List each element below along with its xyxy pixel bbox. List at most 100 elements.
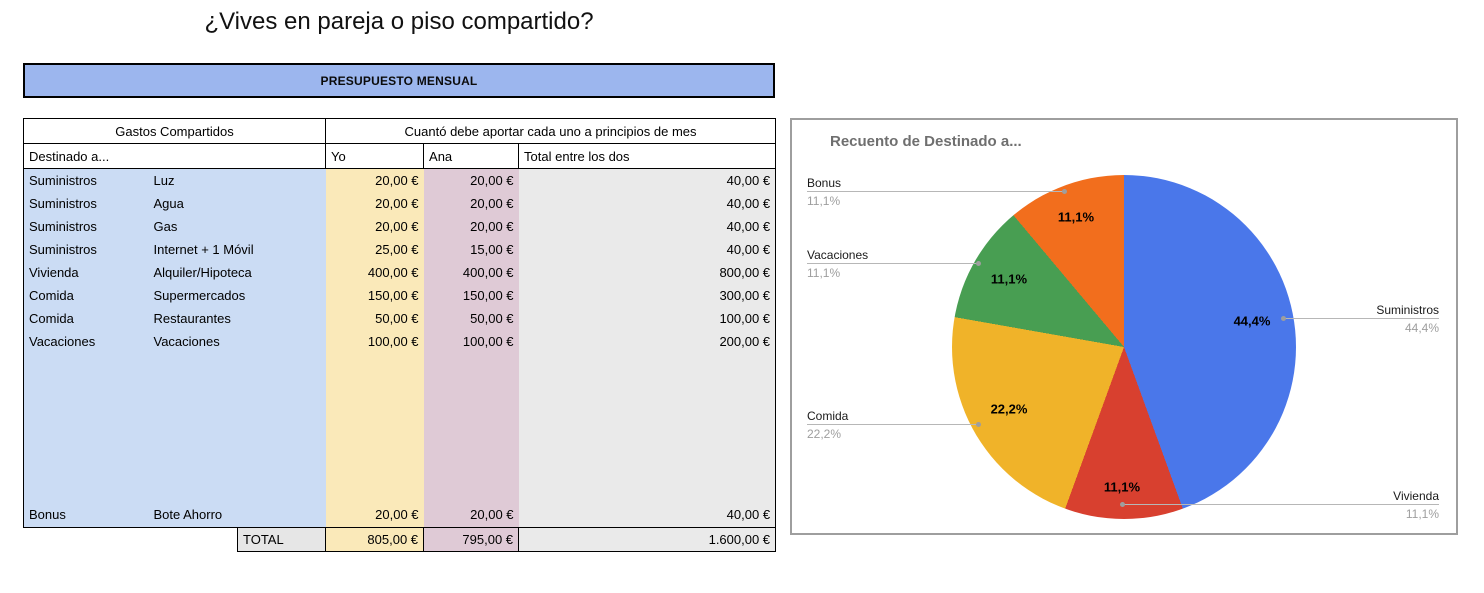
table-row-total: TOTAL 805,00 € 795,00 € 1.600,00 € [23,527,777,552]
cell-item[interactable]: Internet + 1 Móvil [148,238,326,261]
cell-ana[interactable]: 20,00 € [423,168,519,192]
cell-ana[interactable]: 15,00 € [423,238,519,261]
slice-label-vivienda: 11,1% [1103,479,1141,495]
total-label-cell[interactable]: TOTAL [236,527,327,552]
cell-item[interactable]: Luz [148,168,326,192]
cell-yo[interactable]: 150,00 € [325,284,424,307]
slice-label-comida: 22,2% [990,401,1028,417]
cell-total[interactable]: 40,00 € [518,168,777,192]
cell-category[interactable]: Suministros [23,192,149,215]
callout-comida-pct: 22,2% [807,427,842,441]
cell-item[interactable]: Supermercados [148,284,326,307]
cell-category[interactable]: Comida [23,284,149,307]
cell-yo[interactable]: 50,00 € [325,307,424,330]
callout-comida: Comida 22,2% [807,409,981,441]
cell-item[interactable]: Bote Ahorro [148,501,326,528]
callout-comida-name: Comida [807,409,849,423]
table-row: Comida Supermercados 150,00 € 150,00 € 3… [23,284,777,307]
empty-cell[interactable] [518,353,777,501]
slice-label-bonus: 11,1% [1057,209,1095,225]
callout-leader-line [1281,316,1439,321]
cell-yo[interactable]: 100,00 € [325,330,424,353]
slice-label-vacaciones: 11,1% [990,271,1028,287]
leader-dot-icon [976,261,981,266]
callout-vacaciones-name: Vacaciones [807,248,869,262]
empty-cell[interactable] [23,353,149,501]
cell-category[interactable]: Vivienda [23,261,149,284]
cell-ana[interactable]: 20,00 € [423,501,519,528]
cell-category[interactable]: Suministros [23,168,149,192]
cell-yo[interactable]: 400,00 € [325,261,424,284]
cell-item[interactable]: Alquiler/Hipoteca [148,261,326,284]
cell-item[interactable]: Agua [148,192,326,215]
table-row: Suministros Internet + 1 Móvil 25,00 € 1… [23,238,777,261]
table-row: Comida Restaurantes 50,00 € 50,00 € 100,… [23,307,777,330]
cell-category[interactable]: Suministros [23,215,149,238]
cell-total[interactable]: 200,00 € [518,330,777,353]
callout-vivienda: Vivienda 11,1% [1120,489,1439,521]
callout-vivienda-name: Vivienda [1393,489,1439,503]
leader-dot-icon [976,422,981,427]
empty-cell[interactable] [423,353,519,501]
cell-yo[interactable]: 20,00 € [325,501,424,528]
cell-total[interactable]: 300,00 € [518,284,777,307]
cell-item[interactable]: Gas [148,215,326,238]
cell-total[interactable]: 40,00 € [518,192,777,215]
cell-total[interactable]: 40,00 € [518,501,777,528]
slice-label-suministros: 44,4% [1233,313,1271,329]
budget-banner[interactable]: PRESUPUESTO MENSUAL [23,63,775,98]
page-title: ¿Vives en pareja o piso compartido? [204,8,594,35]
pie-chart[interactable] [952,175,1296,519]
callout-suministros-name: Suministros [1376,303,1439,317]
cell-yo[interactable]: 20,00 € [325,215,424,238]
cell-ana[interactable]: 400,00 € [423,261,519,284]
group-header-aportes[interactable]: Cuantó debe aportar cada uno a principio… [325,118,777,144]
cell-ana[interactable]: 100,00 € [423,330,519,353]
callout-leader-line [807,189,1067,194]
chart-title: Recuento de Destinado a... [830,133,1022,150]
empty-cell[interactable] [325,353,424,501]
cell-item[interactable]: Vacaciones [148,330,326,353]
cell-yo[interactable]: 25,00 € [325,238,424,261]
col-header-yo[interactable]: Yo [325,143,425,169]
cell-total[interactable]: 40,00 € [518,238,777,261]
total-sum-cell[interactable]: 1.600,00 € [518,527,777,552]
callout-bonus-name: Bonus [807,176,842,190]
total-row-spacer [23,527,238,552]
col-header-total[interactable]: Total entre los dos [518,143,777,169]
callout-leader-line [807,261,981,266]
budget-table[interactable]: Gastos Compartidos Cuantó debe aportar c… [22,118,777,552]
budget-banner-label: PRESUPUESTO MENSUAL [320,73,478,88]
cell-category[interactable]: Bonus [23,501,149,528]
cell-ana[interactable]: 50,00 € [423,307,519,330]
table-column-header-row: Destinado a... Yo Ana Total entre los do… [22,143,777,169]
cell-yo[interactable]: 20,00 € [325,168,424,192]
table-row: Suministros Luz 20,00 € 20,00 € 40,00 € [23,168,777,192]
leader-dot-icon [1120,502,1125,507]
cell-total[interactable]: 100,00 € [518,307,777,330]
callout-bonus: Bonus 11,1% [807,176,1067,208]
cell-category[interactable]: Suministros [23,238,149,261]
callout-vivienda-pct: 11,1% [1405,507,1439,521]
cell-total[interactable]: 40,00 € [518,215,777,238]
cell-category[interactable]: Vacaciones [23,330,149,353]
cell-item[interactable]: Restaurantes [148,307,326,330]
callout-vacaciones: Vacaciones 11,1% [807,248,981,280]
table-group-header-row: Gastos Compartidos Cuantó debe aportar c… [22,118,777,144]
cell-ana[interactable]: 20,00 € [423,215,519,238]
table-row: Suministros Agua 20,00 € 20,00 € 40,00 € [23,192,777,215]
cell-ana[interactable]: 20,00 € [423,192,519,215]
col-header-ana[interactable]: Ana [423,143,520,169]
empty-rows-block [23,353,777,501]
col-header-destinado[interactable]: Destinado a... [22,143,327,169]
cell-total[interactable]: 800,00 € [518,261,777,284]
total-yo-cell[interactable]: 805,00 € [325,527,425,552]
callout-leader-line [807,422,981,427]
group-header-gastos[interactable]: Gastos Compartidos [22,118,327,144]
total-ana-cell[interactable]: 795,00 € [423,527,520,552]
cell-yo[interactable]: 20,00 € [325,192,424,215]
empty-cell[interactable] [148,353,326,501]
cell-category[interactable]: Comida [23,307,149,330]
cell-ana[interactable]: 150,00 € [423,284,519,307]
pie-chart-card[interactable]: Recuento de Destinado a... 44,4% 11,1% 2… [790,118,1458,535]
